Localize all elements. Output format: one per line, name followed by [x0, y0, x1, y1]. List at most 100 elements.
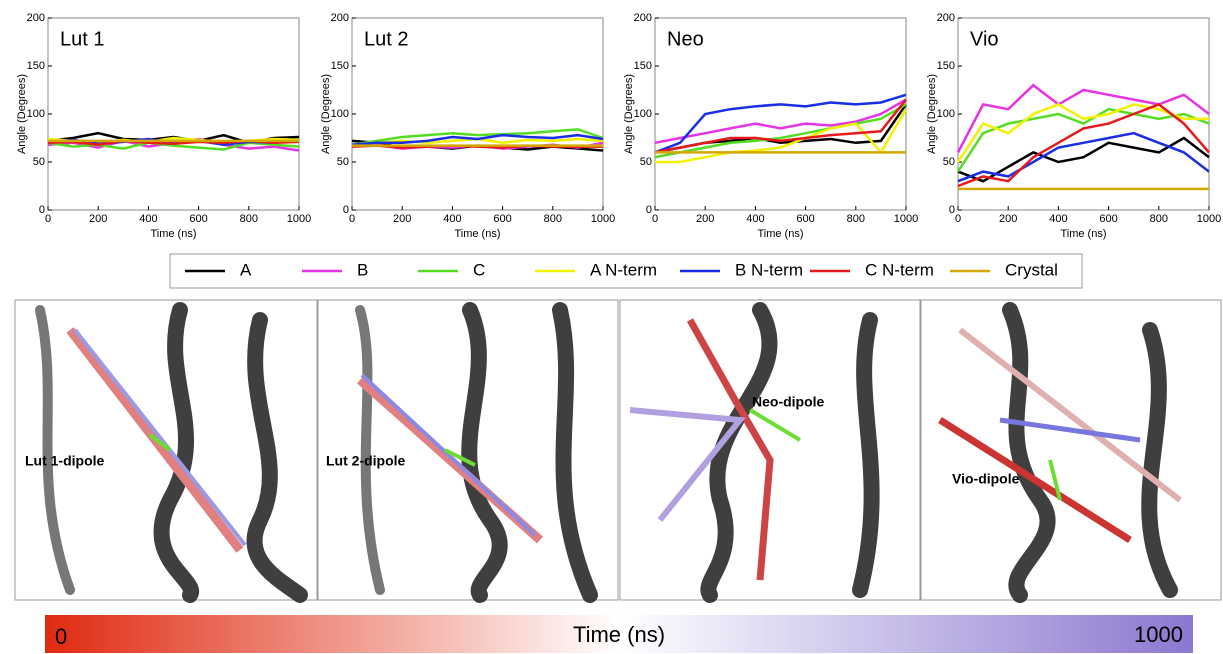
- ligand: [999, 417, 1141, 443]
- helix: [700, 302, 778, 603]
- series-line: [654, 98, 907, 154]
- x-tick-label: 800: [847, 213, 865, 225]
- colorbar-max: 1000: [1134, 622, 1183, 647]
- helix: [852, 312, 880, 598]
- helix: [153, 302, 199, 603]
- plot-frame: [47, 17, 300, 211]
- y-axis-label: Angle (Degrees): [320, 74, 332, 154]
- plot-frame: [957, 17, 1210, 211]
- y-tick-label: 200: [937, 12, 955, 24]
- y-tick-label: 50: [337, 156, 349, 168]
- dipole: [444, 448, 476, 467]
- y-tick-label: 0: [39, 204, 45, 216]
- panel-frame: [920, 299, 1222, 601]
- x-tick-label: 200: [696, 213, 714, 225]
- y-tick-label: 0: [343, 204, 349, 216]
- y-tick-label: 50: [640, 156, 652, 168]
- y-tick-label: 50: [943, 156, 955, 168]
- series-line: [956, 83, 1210, 153]
- panel-label: Lut 1-dipole: [25, 453, 105, 469]
- x-tick-label: 800: [240, 213, 258, 225]
- colorbar-min: 0: [55, 624, 67, 649]
- ligand: [938, 417, 1132, 543]
- y-tick-label: 100: [27, 108, 45, 120]
- series-line: [956, 103, 1209, 163]
- helix: [246, 312, 308, 603]
- x-axis-label: Time (ns): [1060, 228, 1106, 240]
- x-tick-label: 200: [393, 213, 411, 225]
- y-tick-label: 0: [646, 204, 652, 216]
- x-tick-label: 1000: [591, 213, 615, 225]
- legend-label: C: [473, 260, 485, 279]
- y-axis-label: Angle (Degrees): [16, 74, 28, 154]
- x-tick-label: 0: [955, 213, 961, 225]
- x-axis-label: Time (ns): [757, 228, 803, 240]
- series-line: [47, 141, 300, 151]
- series-line: [957, 131, 1210, 183]
- series-line: [957, 136, 1210, 183]
- helix: [461, 302, 508, 603]
- y-tick-label: 100: [937, 108, 955, 120]
- y-tick-label: 200: [331, 12, 349, 24]
- chart-title: Lut 2: [364, 28, 408, 50]
- x-tick-label: 1000: [894, 213, 918, 225]
- series-line: [351, 133, 604, 146]
- series-line: [654, 93, 907, 154]
- helix: [1002, 302, 1056, 603]
- colorbar: [45, 615, 1193, 653]
- plot-frame: [351, 17, 604, 211]
- y-tick-label: 200: [634, 12, 652, 24]
- x-tick-label: 600: [189, 213, 207, 225]
- y-tick-label: 150: [937, 60, 955, 72]
- x-tick-label: 200: [89, 213, 107, 225]
- y-tick-label: 50: [33, 156, 45, 168]
- legend-label: B: [357, 260, 368, 279]
- plot-frame: [654, 17, 907, 211]
- panel-label: Lut 2-dipole: [326, 453, 406, 469]
- ligand: [958, 327, 1182, 503]
- y-tick-label: 100: [331, 108, 349, 120]
- chart-title: Neo: [667, 28, 704, 50]
- y-tick-label: 0: [949, 204, 955, 216]
- helix: [35, 305, 75, 595]
- y-tick-label: 100: [634, 108, 652, 120]
- y-axis-label: Angle (Degrees): [926, 74, 938, 154]
- helix: [1141, 322, 1178, 598]
- structure-panels: Lut 1-dipole Lut 2-dipole Neo-dipole Vio…: [14, 299, 1222, 603]
- x-tick-label: 400: [443, 213, 461, 225]
- legend-label: Crystal: [1005, 260, 1058, 279]
- x-tick-label: 1000: [1197, 213, 1221, 225]
- x-tick-label: 600: [493, 213, 511, 225]
- series-line: [654, 98, 907, 145]
- x-tick-label: 600: [796, 213, 814, 225]
- legend-label: A: [240, 260, 252, 279]
- x-tick-label: 0: [45, 213, 51, 225]
- ligand: [686, 318, 774, 581]
- x-axis-label: Time (ns): [454, 228, 500, 240]
- helix: [355, 305, 385, 595]
- series-line: [654, 103, 907, 159]
- series-line: [957, 102, 1210, 188]
- legend-label: A N-term: [590, 260, 657, 279]
- y-axis-label: Angle (Degrees): [623, 74, 635, 154]
- dipole: [148, 433, 172, 452]
- y-tick-label: 150: [634, 60, 652, 72]
- legend-label: B N-term: [735, 260, 803, 279]
- x-tick-label: 400: [1049, 213, 1067, 225]
- x-tick-label: 400: [746, 213, 764, 225]
- dipole: [748, 408, 802, 442]
- x-tick-label: 600: [1099, 213, 1117, 225]
- y-tick-label: 150: [331, 60, 349, 72]
- series-line: [351, 128, 604, 146]
- helix: [552, 302, 598, 603]
- x-tick-label: 800: [1150, 213, 1168, 225]
- y-tick-label: 150: [27, 60, 45, 72]
- x-tick-label: 1000: [287, 213, 311, 225]
- x-axis-label: Time (ns): [150, 228, 196, 240]
- x-tick-label: 0: [349, 213, 355, 225]
- y-tick-label: 200: [27, 12, 45, 24]
- x-tick-label: 0: [652, 213, 658, 225]
- ligand: [629, 407, 746, 522]
